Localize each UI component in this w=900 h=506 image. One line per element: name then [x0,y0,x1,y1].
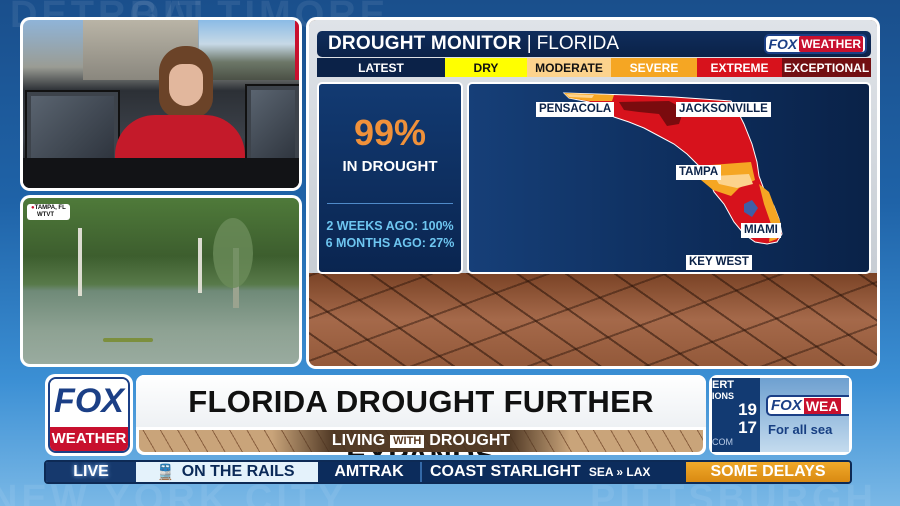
drought-percent: 99% [353,112,427,153]
headline-text: FLORIDA DROUGHT FURTHER EXPANDS [136,375,706,455]
promo-ad: FOX WEA For all sea [760,378,849,452]
headline-banner: FLORIDA DROUGHT FURTHER EXPANDS LIVING W… [136,375,706,455]
city-label-jacksonville: JACKSONVILLE [676,102,771,117]
florida-map-shape [562,92,783,245]
legend-moderate: MODERATE [527,58,611,77]
ticker-segment: 🚆 ON THE RAILS [136,462,318,482]
drought-percent-label: IN DROUGHT [342,158,438,175]
ticker-status: SOME DELAYS [686,462,850,482]
location-tag: ●TAMPA, FL WTVT [27,204,70,220]
series-banner: LIVING WITH DROUGHT [139,430,703,452]
remote-camera-feed: ●TAMPA, FL WTVT [20,195,302,367]
location-pin-icon: ● [31,205,35,211]
fox-weather-logo: FOX WEATHER [45,374,133,456]
legend-extreme: EXTREME [697,58,782,77]
graphic-title: DROUGHT MONITOR [328,33,522,54]
two-weeks-ago-stat: 2 WEEKS AGO: 100% [326,219,454,233]
cracked-earth-image [309,273,877,366]
city-label-pensacola: PENSACOLA [536,102,615,117]
legend-dry: DRY [445,58,527,77]
city-label-tampa: TAMPA [676,165,722,180]
fox-weather-badge: FOX WEATHER [764,34,867,54]
city-label-key-west: KEY WEST [686,255,752,270]
anchor-face [169,64,203,106]
drought-stats-box: 99% IN DROUGHT 2 WEEKS AGO: 100% 6 MONTH… [317,82,463,274]
live-badge: LIVE [46,462,136,482]
six-months-ago-stat: 6 MONTHS AGO: 27% [325,236,455,250]
promo-box: ERT IONS 19 17 COM FOX WEA For all sea [709,375,852,455]
city-label-miami: MIAMI [741,223,781,238]
legend-latest: LATEST [317,58,445,77]
drought-legend: LATEST DRY MODERATE SEVERE EXTREME EXCEP… [317,58,871,77]
drought-monitor-graphic: DROUGHT MONITOR | FLORIDA FOX WEATHER LA… [306,17,880,369]
legend-exceptional: EXCEPTIONAL [782,58,871,77]
graphic-region: FLORIDA [536,33,619,54]
route-leg: SEA » LAX [588,465,651,479]
news-ticker: LIVE 🚆 ON THE RAILS AMTRAK COAST STARLIG… [44,460,852,484]
ticker-route: COAST STARLIGHT SEA » LAX [422,462,686,482]
train-icon: 🚆 [156,464,175,481]
drought-monitor-title-bar: DROUGHT MONITOR | FLORIDA FOX WEATHER [317,31,871,57]
anchor-desk [23,158,299,188]
florida-drought-map: PENSACOLA JACKSONVILLE TAMPA MIAMI KEY W… [467,82,871,274]
studio-camera-feed [20,17,302,191]
ticker-operator: AMTRAK [318,462,422,482]
legend-severe: SEVERE [611,58,697,77]
promo-channel-info: ERT IONS 19 17 COM [712,378,760,452]
divider [327,203,453,204]
